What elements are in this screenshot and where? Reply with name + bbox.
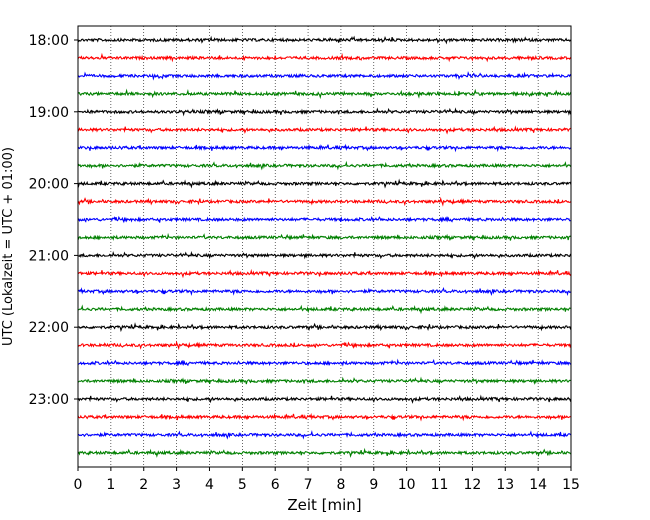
trace-row: [77, 70, 572, 81]
trace-row: [77, 250, 572, 260]
x-tick-label: 7: [304, 477, 313, 493]
trace-row: [77, 215, 571, 224]
x-tick-label: 12: [463, 477, 481, 493]
trace-row: [77, 178, 572, 189]
trace-row: [77, 35, 572, 45]
y-tick-label: 19:00: [29, 105, 69, 121]
x-axis-ticks: 0 1 2 3 4 5 6 7 8 9 10 11 12 13 14 15: [74, 467, 580, 493]
x-tick-label: 11: [431, 477, 449, 493]
trace-row: [77, 143, 572, 153]
trace-row: [77, 125, 572, 135]
trace-row: [77, 268, 572, 279]
trace-row: [77, 160, 572, 171]
trace-row: [77, 412, 572, 422]
x-axis-label: Zeit [min]: [287, 496, 361, 514]
x-tick-label: 15: [562, 477, 580, 493]
trace-row: [77, 107, 572, 117]
x-tick-label: 3: [172, 477, 181, 493]
trace-row: [77, 232, 572, 241]
trace-row: [77, 88, 572, 100]
y-tick-label: 20:00: [29, 177, 69, 193]
trace-row: [77, 358, 572, 367]
x-tick-label: 9: [369, 477, 378, 493]
plot-frame: [77, 25, 572, 468]
trace-row: [77, 394, 572, 404]
y-axis-label: UTC (Lokalzeit = UTC + 01:00): [1, 147, 16, 346]
x-tick-label: 4: [205, 477, 214, 493]
trace-row: [77, 196, 572, 207]
x-tick-label: 1: [106, 477, 115, 493]
y-tick-label: 18:00: [29, 33, 69, 49]
trace-rows: [77, 35, 572, 458]
trace-row: [77, 430, 572, 440]
trace-row: [77, 304, 572, 315]
x-tick-label: 6: [271, 477, 280, 493]
trace-row: [77, 376, 572, 386]
trace-row: [77, 447, 572, 458]
y-tick-label: 21:00: [29, 248, 69, 264]
x-tick-label: 5: [238, 477, 247, 493]
x-tick-label: 14: [529, 477, 547, 493]
y-axis-ticks: 18:00 19:00 20:00 21:00 22:00 23:00: [29, 33, 78, 408]
trace-row: [77, 322, 572, 333]
trace-row: [77, 52, 572, 63]
x-tick-label: 0: [74, 477, 83, 493]
x-tick-label: 2: [139, 477, 148, 493]
y-tick-label: 23:00: [29, 392, 69, 408]
y-tick-label: 22:00: [29, 320, 69, 336]
trace-row: [77, 286, 572, 297]
x-tick-label: 13: [496, 477, 514, 493]
x-tick-label: 10: [398, 477, 416, 493]
x-tick-label: 8: [336, 477, 345, 493]
trace-row: [77, 340, 572, 351]
